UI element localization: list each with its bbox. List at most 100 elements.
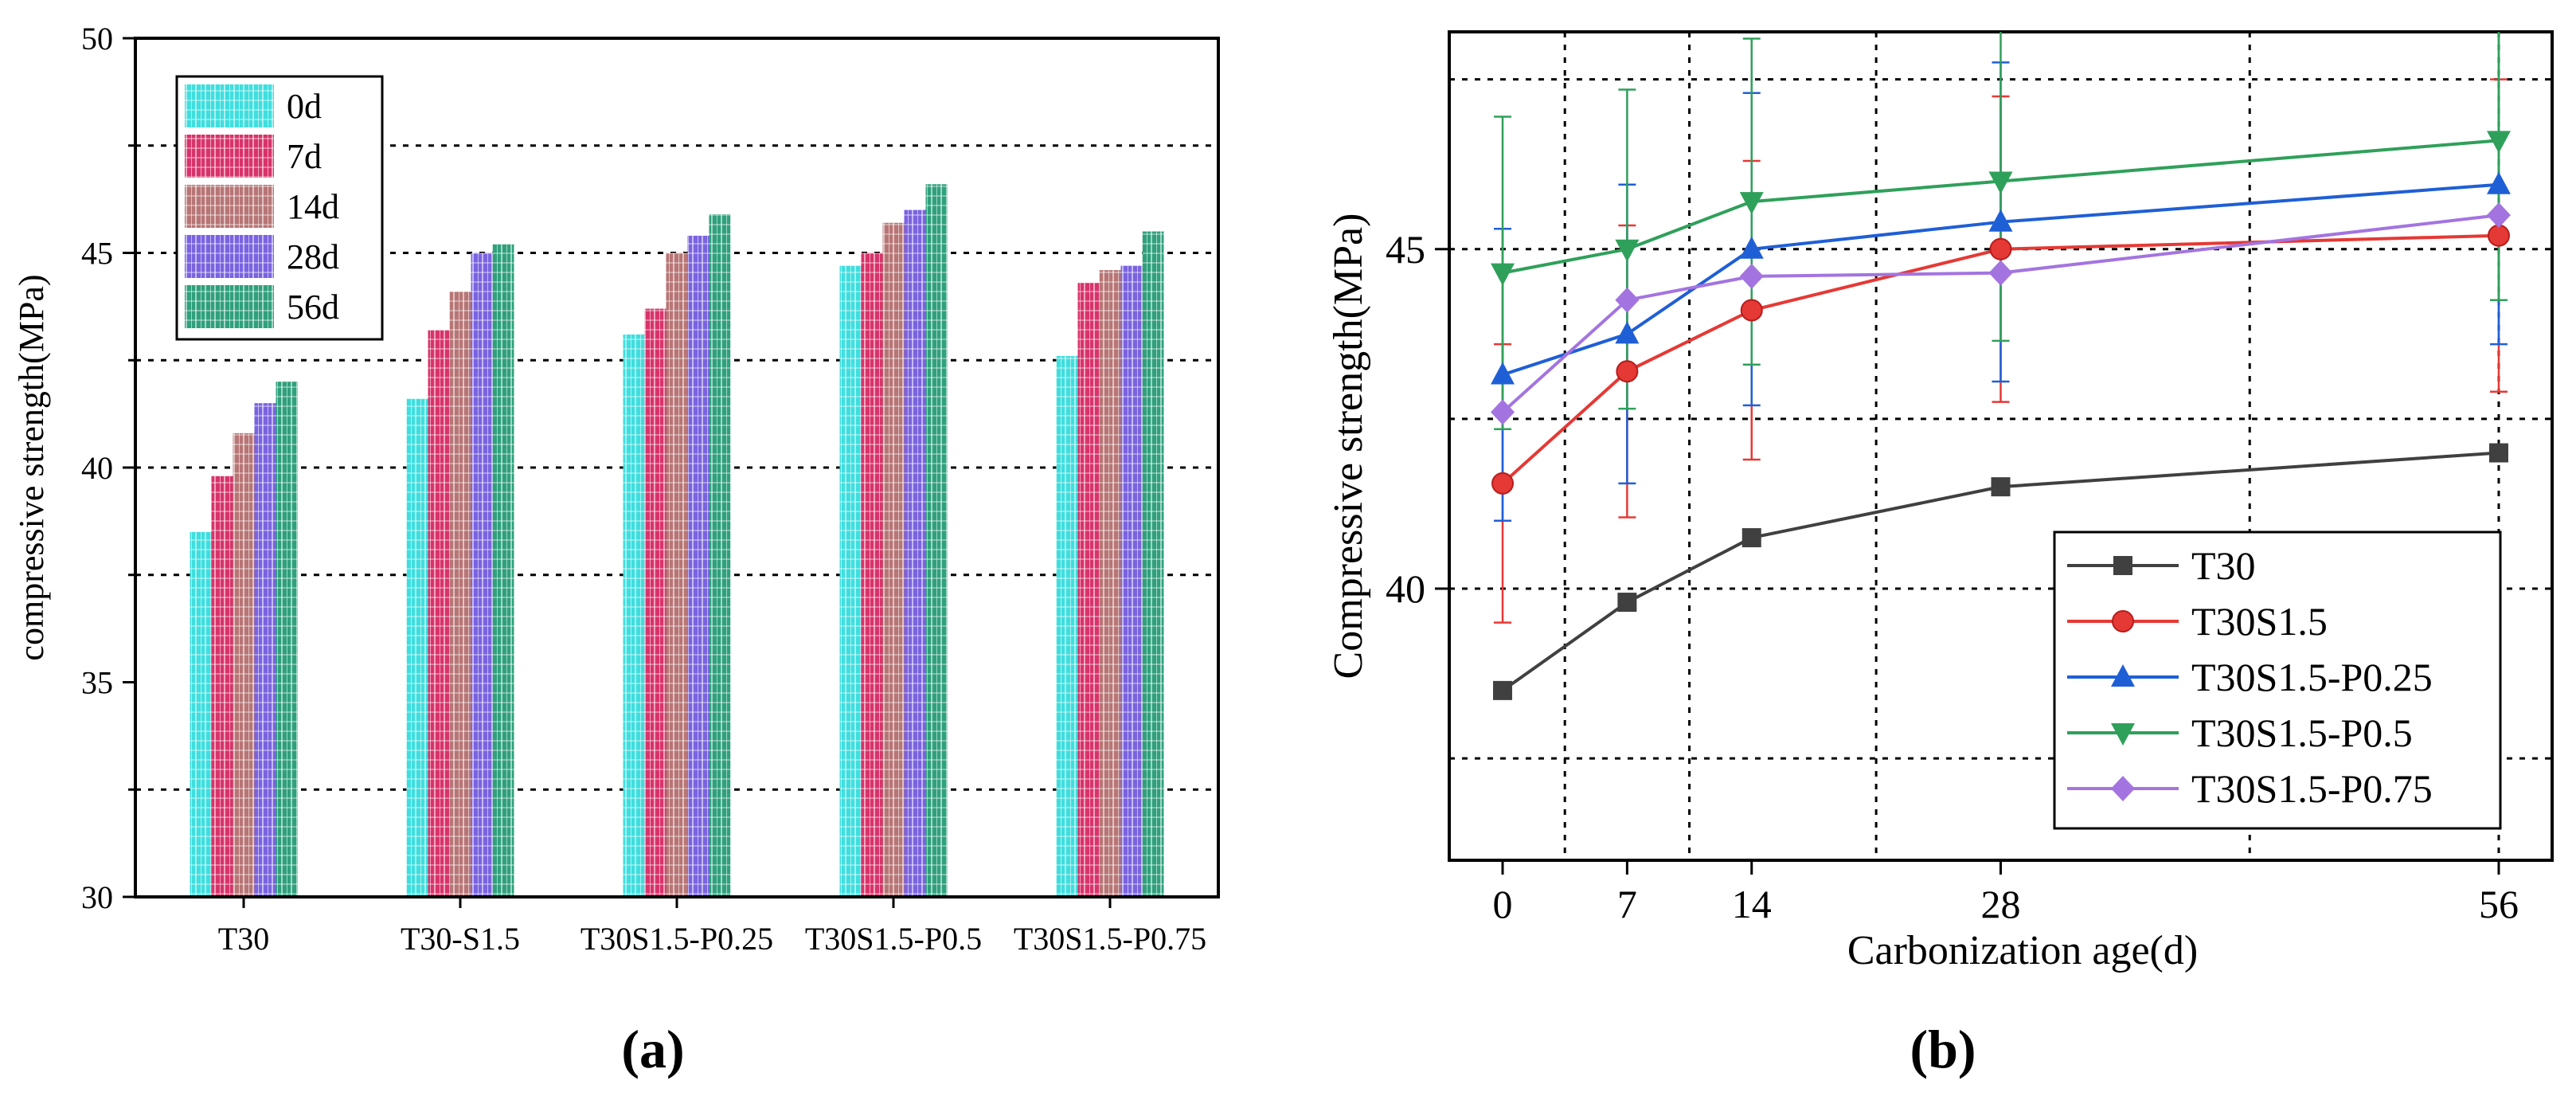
bar-chart-y-tick-label-0: 30	[81, 879, 113, 915]
line-chart-legend-label-T30: T30	[2191, 543, 2256, 588]
line-chart-y-axis: 40 45	[1386, 227, 1449, 611]
point-T30S1.5-P0.75-7	[1615, 287, 1640, 313]
bar-chart-x-tick-label-4: T30S1.5-P0.75	[1014, 921, 1206, 957]
line-chart-legend-marker-T30S1.5-P0.5	[2111, 723, 2135, 746]
bar-hatch-0d-T30S1.5-P0.75	[1056, 355, 1078, 897]
bar-hatch-28d-T30	[254, 403, 276, 897]
line-chart-legend-marker-T30S1.5	[2112, 610, 2134, 632]
bar-chart-y-axis-title: compressive strength(MPa)	[12, 274, 51, 660]
bar-hatch-56d-T30	[276, 382, 298, 897]
point-T30-56	[2488, 443, 2508, 463]
line-chart-x-axis: 0 7 14 28 56	[1493, 860, 2519, 926]
bar-chart-legend-label-7d: 7d	[287, 137, 322, 176]
bar-hatch-56d-T30S1.5-P0.75	[1142, 231, 1164, 897]
bar-chart-legend-swatch-hatch-7d	[185, 135, 274, 178]
line-chart-x-tick-label-3: 28	[1981, 882, 2021, 926]
bar-hatch-28d-T30-S1.5	[471, 253, 493, 897]
bar-chart-legend-label-28d: 28d	[287, 237, 339, 276]
bar-chart-panel-a: 30 35 40 45 50 T30 T30-S1.5 T30S1.5-P0.25 T30S1…	[12, 21, 1220, 1079]
line-chart-x-tick-label-1: 7	[1617, 882, 1637, 926]
point-T30S1.5-P0.75-28	[1988, 260, 2013, 286]
line-chart-y-tick-label-0: 40	[1386, 566, 1425, 611]
point-T30S1.5-P0.5-28	[1988, 171, 2013, 194]
panel-label-a: (a)	[621, 1019, 684, 1079]
line-chart-legend: T30 T30S1.5 T30S1.5-P0.25 T30S1.5-P0.5 T30S1…	[2053, 530, 2502, 830]
bar-hatch-14d-T30-S1.5	[449, 292, 471, 897]
line-chart-markers	[1491, 131, 2511, 700]
bar-hatch-14d-T30	[233, 433, 255, 897]
point-T30S1.5-28	[1989, 237, 2012, 260]
bar-hatch-0d-T30S1.5-P0.5	[839, 265, 862, 897]
line-chart-x-axis-title: Carbonization age(d)	[1847, 928, 2198, 973]
bar-chart-y-tick-label-2: 40	[81, 450, 113, 486]
bar-hatch-56d-T30-S1.5	[492, 244, 514, 898]
bar-chart-legend-swatch-hatch-56d	[185, 285, 274, 328]
bar-chart-y-tick-label-4: 50	[81, 21, 113, 57]
bar-chart-legend-swatch-hatch-28d	[185, 235, 274, 278]
bar-chart-y-tick-label-1: 35	[81, 665, 113, 701]
bar-chart-x-tick-label-0: T30	[218, 921, 269, 957]
bar-chart-legend-label-56d: 56d	[287, 288, 339, 327]
point-T30S1.5-P0.25-7	[1615, 321, 1640, 344]
bar-hatch-7d-T30S1.5-P0.25	[644, 308, 666, 897]
bar-chart-y-tick-label-3: 45	[81, 236, 113, 272]
bar-hatch-14d-T30S1.5-P0.5	[882, 222, 905, 897]
bar-hatch-0d-T30	[190, 531, 212, 897]
bar-hatch-28d-T30S1.5-P0.5	[904, 209, 926, 898]
bar-hatch-14d-T30S1.5-P0.25	[666, 253, 688, 897]
bar-chart-legend-swatch-hatch-0d	[185, 84, 274, 127]
point-T30S1.5-P0.25-0	[1491, 362, 1515, 385]
point-T30-14	[1741, 528, 1761, 548]
line-chart-legend-label-T30S1.5-P0.5: T30S1.5-P0.5	[2191, 711, 2413, 755]
point-T30-0	[1493, 680, 1513, 700]
point-T30S1.5-0	[1491, 472, 1515, 495]
bar-chart-legend-label-0d: 0d	[287, 87, 322, 126]
bar-chart-x-axis: T30 T30-S1.5 T30S1.5-P0.25 T30S1.5-P0.5 T30S…	[218, 897, 1206, 957]
line-chart-legend-label-T30S1.5-P0.25: T30S1.5-P0.25	[2191, 655, 2433, 699]
bar-hatch-14d-T30S1.5-P0.75	[1099, 270, 1121, 897]
bar-hatch-56d-T30S1.5-P0.5	[925, 184, 948, 897]
bar-hatch-7d-T30-S1.5	[428, 330, 450, 897]
line-chart-y-tick-label-1: 45	[1386, 227, 1425, 272]
bar-chart-x-tick-label-1: T30-S1.5	[401, 921, 520, 957]
bar-chart-legend-label-14d: 14d	[287, 187, 339, 226]
panel-label-b: (b)	[1910, 1019, 1976, 1079]
point-T30-28	[1991, 477, 2011, 497]
point-T30S1.5-P0.25-14	[1739, 236, 1764, 259]
bar-hatch-0d-T30S1.5-P0.25	[623, 334, 645, 897]
point-T30S1.5-P0.25-56	[2486, 171, 2511, 194]
bar-chart-y-axis: 30 35 40 45 50	[81, 21, 135, 915]
bar-hatch-56d-T30S1.5-P0.25	[709, 213, 731, 897]
bar-chart-x-tick-label-3: T30S1.5-P0.5	[805, 921, 982, 957]
point-T30S1.5-14	[1740, 299, 1763, 322]
point-T30S1.5-P0.5-7	[1615, 239, 1640, 262]
bar-chart-legend: 0d 7d 14d 28d 56d	[175, 75, 384, 341]
line-chart-x-tick-label-4: 56	[2479, 882, 2519, 926]
bar-chart-bars	[190, 184, 1164, 898]
point-T30S1.5-P0.75-56	[2486, 202, 2511, 229]
line-chart-legend-marker-T30	[2113, 556, 2132, 575]
line-chart-legend-label-T30S1.5-P0.75: T30S1.5-P0.75	[2191, 766, 2433, 811]
bar-hatch-7d-T30	[211, 476, 233, 897]
point-T30S1.5-56	[2487, 224, 2510, 247]
bar-chart-x-tick-label-2: T30S1.5-P0.25	[580, 921, 773, 957]
bar-chart-legend-swatch-hatch-14d	[185, 185, 274, 228]
line-chart-y-axis-title: Compressive strength(MPa)	[1326, 213, 1371, 679]
point-T30S1.5-P0.5-56	[2486, 131, 2511, 154]
point-T30S1.5-P0.25-28	[1988, 209, 2013, 232]
point-T30S1.5-P0.5-0	[1491, 263, 1515, 286]
point-T30S1.5-P0.5-14	[1739, 192, 1764, 215]
line-chart-x-tick-label-2: 14	[1732, 882, 1772, 926]
bar-hatch-7d-T30S1.5-P0.75	[1077, 283, 1100, 898]
line-chart-x-tick-label-0: 0	[1493, 882, 1513, 926]
point-T30S1.5-P0.75-0	[1491, 399, 1515, 425]
bar-hatch-7d-T30S1.5-P0.5	[861, 253, 883, 897]
point-T30S1.5-P0.75-14	[1739, 263, 1764, 289]
bar-hatch-0d-T30-S1.5	[406, 398, 428, 897]
line-chart-legend-label-T30S1.5: T30S1.5	[2191, 599, 2328, 644]
line-chart-legend-marker-T30S1.5-P0.25	[2111, 664, 2135, 687]
line-chart-legend-marker-T30S1.5-P0.75	[2111, 776, 2135, 801]
point-T30S1.5-7	[1616, 360, 1639, 383]
